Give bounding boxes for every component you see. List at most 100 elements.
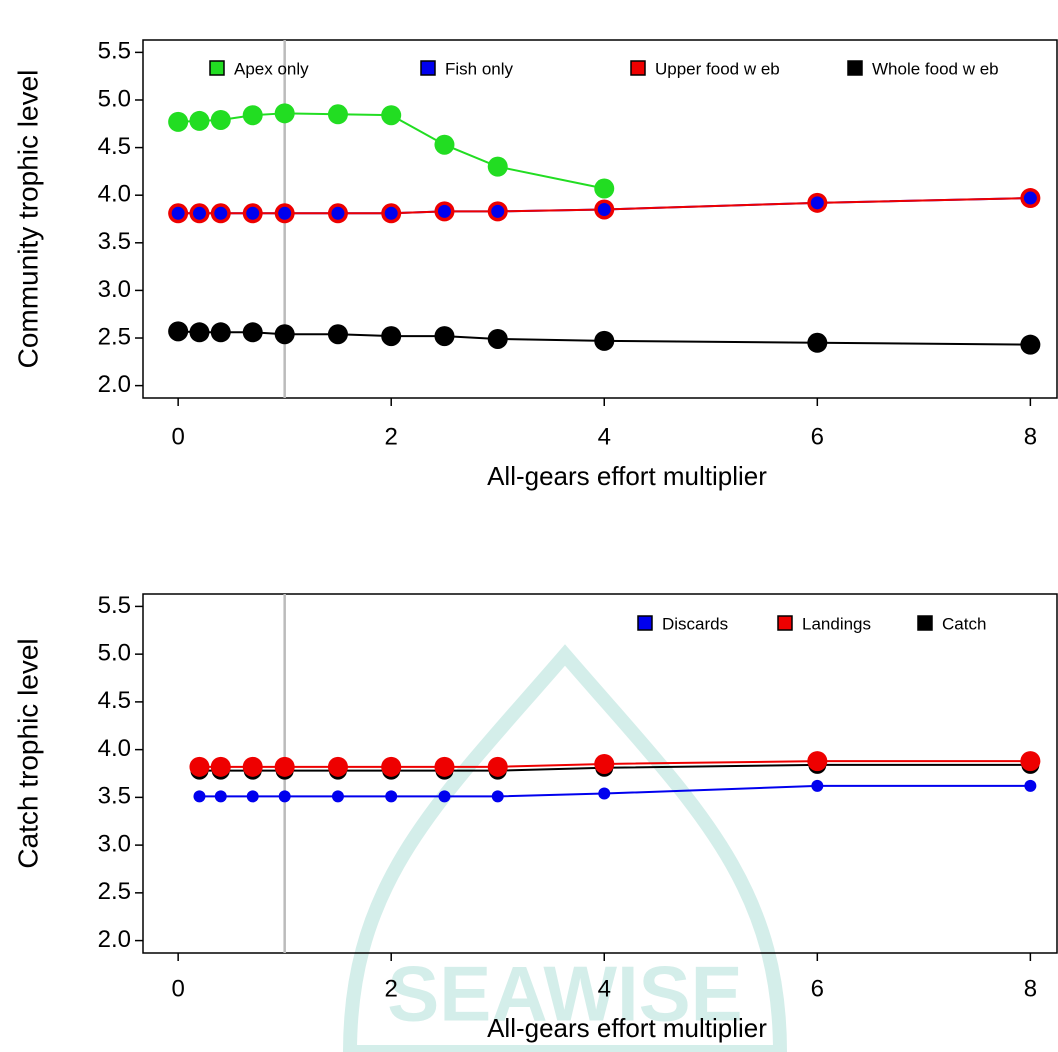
- series-line: [199, 784, 1031, 798]
- legend-swatch: [777, 615, 793, 631]
- data-point: [168, 111, 189, 132]
- legend-swatch: [630, 60, 646, 76]
- data-point: [1020, 334, 1041, 355]
- y-tick-label: 5.0: [98, 639, 131, 666]
- data-point: [327, 756, 348, 777]
- x-tick-label: 8: [1024, 975, 1037, 1002]
- data-point: [278, 790, 291, 803]
- legend-label: Apex only: [234, 59, 309, 78]
- data-point: [214, 790, 227, 803]
- y-tick-label: 2.5: [98, 878, 131, 905]
- data-point: [274, 103, 295, 124]
- x-tick-label: 0: [171, 975, 184, 1002]
- y-tick-label: 2.5: [98, 323, 131, 350]
- x-tick-label: 6: [811, 423, 824, 450]
- data-point: [210, 756, 231, 777]
- data-point: [598, 787, 611, 800]
- data-point: [437, 204, 451, 218]
- data-point: [246, 206, 260, 220]
- x-tick-label: 4: [598, 975, 611, 1002]
- legend-swatch: [420, 60, 436, 76]
- data-point: [810, 196, 824, 210]
- x-tick-label: 0: [171, 423, 184, 450]
- watermark: SEAWISE: [387, 950, 742, 1038]
- data-point: [193, 790, 206, 803]
- data-point: [384, 206, 398, 220]
- legend-label: Upper food w eb: [655, 59, 780, 78]
- data-point: [491, 204, 505, 218]
- data-point: [171, 206, 185, 220]
- data-point: [487, 328, 508, 349]
- data-point: [242, 105, 263, 126]
- plot-frame: [142, 39, 1058, 399]
- x-tick-label: 2: [385, 423, 398, 450]
- legend-label: Catch: [942, 614, 986, 633]
- data-point: [214, 206, 228, 220]
- x-axis-title: All-gears effort multiplier: [487, 461, 767, 491]
- legend-label: Whole food w eb: [872, 59, 999, 78]
- data-point: [434, 756, 455, 777]
- y-tick-label: 4.5: [98, 687, 131, 714]
- y-tick-label: 4.0: [98, 735, 131, 762]
- x-tick-label: 6: [811, 975, 824, 1002]
- x-tick-label: 4: [598, 423, 611, 450]
- y-tick-label: 2.0: [98, 371, 131, 398]
- x-tick-label: 8: [1024, 423, 1037, 450]
- data-point: [189, 110, 210, 131]
- watermark-drop: [342, 644, 788, 1052]
- data-point: [438, 790, 451, 803]
- data-point: [487, 156, 508, 177]
- data-point: [331, 206, 345, 220]
- data-point: [491, 790, 504, 803]
- data-point: [210, 109, 231, 130]
- data-point: [189, 756, 210, 777]
- legend-label: Landings: [802, 614, 871, 633]
- data-point: [1024, 779, 1037, 792]
- data-point: [168, 321, 189, 342]
- y-tick-label: 5.0: [98, 85, 131, 112]
- data-point: [192, 206, 206, 220]
- data-point: [434, 326, 455, 347]
- legend-swatch: [847, 60, 863, 76]
- legend-swatch: [917, 615, 933, 631]
- data-point: [381, 326, 402, 347]
- data-point: [1020, 751, 1041, 772]
- y-axis-title: Catch trophic level: [12, 638, 43, 868]
- data-point: [274, 756, 295, 777]
- x-tick-label: 2: [385, 975, 398, 1002]
- data-point: [597, 202, 611, 216]
- data-point: [242, 756, 263, 777]
- data-point: [327, 104, 348, 125]
- data-point: [278, 206, 292, 220]
- data-point: [189, 322, 210, 343]
- data-point: [811, 779, 824, 792]
- data-point: [434, 134, 455, 155]
- data-point: [331, 790, 344, 803]
- legend-swatch: [209, 60, 225, 76]
- data-point: [381, 105, 402, 126]
- data-point: [246, 790, 259, 803]
- data-point: [594, 330, 615, 351]
- data-point: [242, 322, 263, 343]
- data-point: [385, 790, 398, 803]
- data-point: [1023, 191, 1037, 205]
- data-point: [210, 322, 231, 343]
- y-tick-label: 3.0: [98, 276, 131, 303]
- legend-label: Discards: [662, 614, 728, 633]
- data-point: [487, 756, 508, 777]
- y-axis-title: Community trophic level: [12, 70, 43, 369]
- x-axis-title: All-gears effort multiplier: [487, 1013, 767, 1043]
- plot-frame: [142, 593, 1058, 954]
- series-line: [178, 112, 605, 190]
- data-point: [274, 324, 295, 345]
- y-tick-label: 5.5: [98, 592, 131, 619]
- data-point: [594, 753, 615, 774]
- y-tick-label: 4.5: [98, 133, 131, 160]
- legend-label: Fish only: [445, 59, 514, 78]
- y-tick-label: 2.0: [98, 926, 131, 953]
- data-point: [807, 332, 828, 353]
- data-point: [594, 178, 615, 199]
- data-point: [807, 751, 828, 772]
- y-tick-label: 5.5: [98, 38, 131, 65]
